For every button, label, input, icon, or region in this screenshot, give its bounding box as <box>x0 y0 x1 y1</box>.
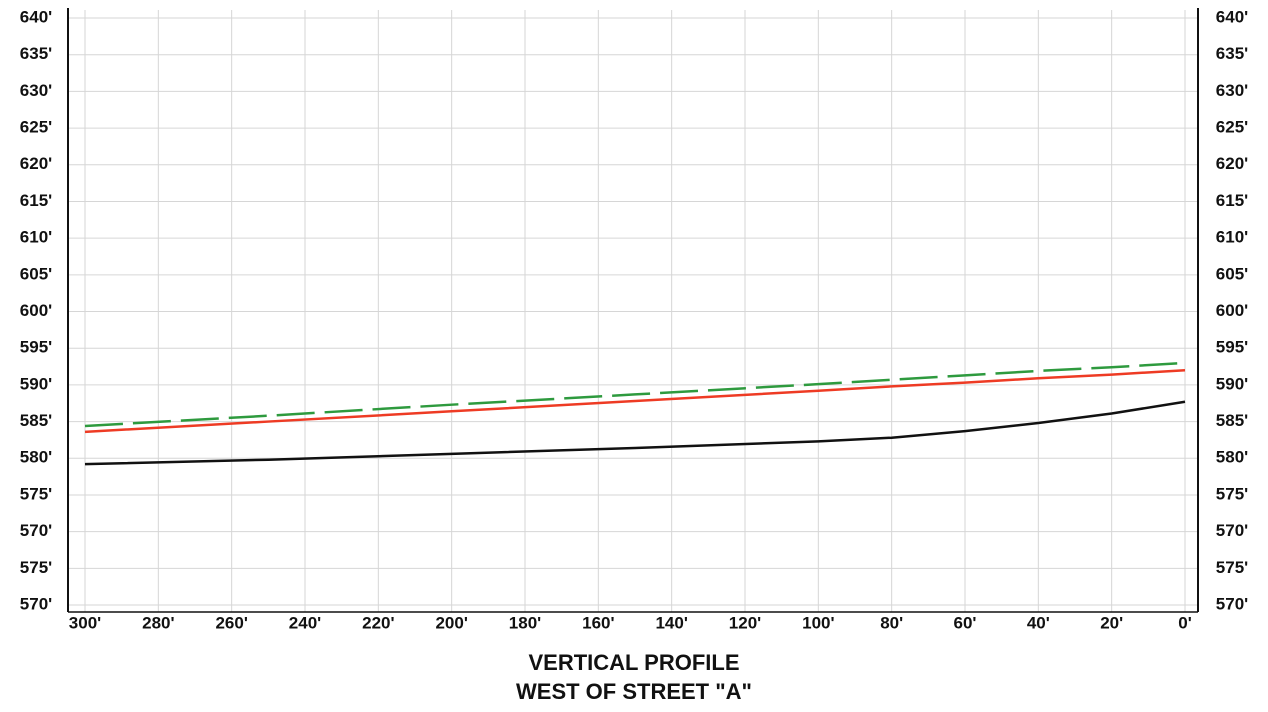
y-tick-label: 575' <box>20 558 52 577</box>
y-tick-label: 640' <box>20 7 52 26</box>
y-tick-label: 615' <box>20 191 52 210</box>
profile-line <box>84 400 1186 466</box>
y2-tick-label: 570' <box>1216 594 1248 613</box>
x-tick-label: 280' <box>142 613 174 632</box>
x-tick-label: 140' <box>655 613 687 632</box>
y-tick-label: 585' <box>20 411 52 430</box>
y2-tick-label: 600' <box>1216 301 1248 320</box>
y-tick-label: 575' <box>20 484 52 503</box>
y2-tick-label: 585' <box>1216 411 1248 430</box>
y-tick-label: 610' <box>20 228 52 247</box>
y-tick-label: 580' <box>20 448 52 467</box>
y2-tick-label: 590' <box>1216 374 1248 393</box>
y2-tick-label: 610' <box>1216 228 1248 247</box>
x-tick-label: 20' <box>1100 613 1123 632</box>
x-tick-label: 0' <box>1178 613 1192 632</box>
chart-title: VERTICAL PROFILE <box>528 650 739 675</box>
y2-tick-label: 630' <box>1216 81 1248 100</box>
y-tick-label: 630' <box>20 81 52 100</box>
chart-subtitle: WEST OF STREET "A" <box>516 679 752 704</box>
y-tick-label: 635' <box>20 44 52 63</box>
y2-tick-label: 640' <box>1216 7 1248 26</box>
x-tick-label: 180' <box>509 613 541 632</box>
y-tick-label: 595' <box>20 338 52 357</box>
x-tick-label: 60' <box>954 613 977 632</box>
x-tick-label: 220' <box>362 613 394 632</box>
y-tick-label: 625' <box>20 118 52 137</box>
y-tick-label: 570' <box>20 521 52 540</box>
x-tick-label: 40' <box>1027 613 1050 632</box>
y-tick-label: 600' <box>20 301 52 320</box>
profile-line <box>84 368 1186 434</box>
x-tick-label: 300' <box>69 613 101 632</box>
y2-tick-label: 580' <box>1216 448 1248 467</box>
x-tick-label: 80' <box>880 613 903 632</box>
y2-tick-label: 570' <box>1216 521 1248 540</box>
y-tick-label: 605' <box>20 264 52 283</box>
y2-tick-label: 625' <box>1216 118 1248 137</box>
x-tick-label: 160' <box>582 613 614 632</box>
y2-tick-label: 595' <box>1216 338 1248 357</box>
x-tick-label: 260' <box>215 613 247 632</box>
x-tick-label: 200' <box>435 613 467 632</box>
y2-tick-label: 620' <box>1216 154 1248 173</box>
y-tick-label: 620' <box>20 154 52 173</box>
y2-tick-label: 575' <box>1216 558 1248 577</box>
x-tick-label: 120' <box>729 613 761 632</box>
y-tick-label: 590' <box>20 374 52 393</box>
y2-tick-label: 615' <box>1216 191 1248 210</box>
y-tick-label: 570' <box>20 594 52 613</box>
y2-tick-label: 635' <box>1216 44 1248 63</box>
x-tick-label: 100' <box>802 613 834 632</box>
y2-tick-label: 575' <box>1216 484 1248 503</box>
y2-tick-label: 605' <box>1216 264 1248 283</box>
profile-line <box>84 361 1186 428</box>
x-tick-label: 240' <box>289 613 321 632</box>
